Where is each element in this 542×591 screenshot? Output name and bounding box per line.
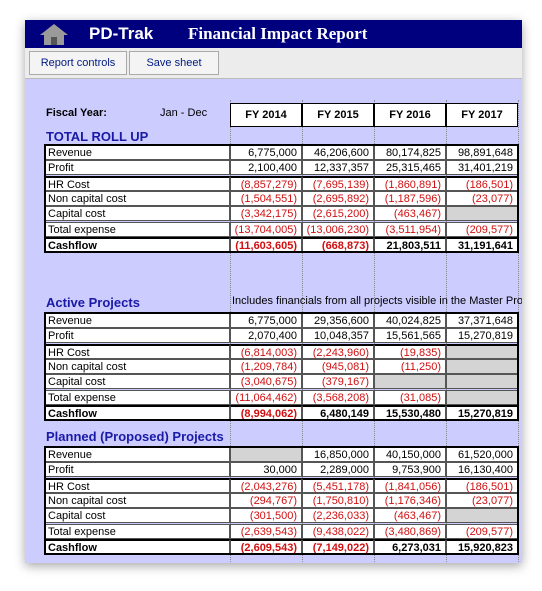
value-cell — [374, 374, 446, 390]
value-cell: (23,077) — [446, 190, 518, 206]
home-icon[interactable] — [39, 22, 69, 46]
row-label: Total expense — [44, 523, 230, 539]
value-cell: (1,841,056) — [374, 477, 446, 493]
section-frame — [44, 312, 519, 422]
value-cell: 15,530,480 — [374, 404, 446, 420]
value-cell: 31,401,219 — [446, 160, 518, 176]
value-cell: (2,639,543) — [230, 523, 302, 539]
value-cell: 10,048,357 — [302, 328, 374, 344]
value-cell: (294,767) — [230, 492, 302, 508]
value-cell: (7,149,022) — [302, 538, 374, 554]
value-cell: (23,077) — [446, 492, 518, 508]
section-title: Active Projects — [46, 295, 140, 310]
value-cell: (1,860,891) — [374, 175, 446, 191]
row-label: Capital cost — [44, 374, 230, 390]
row-label: Profit — [44, 160, 230, 176]
value-cell: 25,315,465 — [374, 160, 446, 176]
section-title: Planned (Proposed) Projects — [46, 429, 224, 444]
value-cell: (1,176,346) — [374, 492, 446, 508]
row-label: Non capital cost — [44, 190, 230, 206]
value-cell: 15,561,565 — [374, 328, 446, 344]
value-cell: 9,753,900 — [374, 462, 446, 478]
value-cell: 46,206,600 — [302, 145, 374, 160]
section-frame — [44, 144, 519, 254]
column-header: FY 2017 — [446, 103, 518, 127]
value-cell: (11,603,605) — [230, 236, 302, 252]
value-cell: (3,040,675) — [230, 374, 302, 390]
row-label: HR Cost — [44, 175, 230, 191]
column-header: FY 2016 — [374, 103, 446, 127]
value-cell: (13,006,230) — [302, 221, 374, 237]
value-cell: (2,615,200) — [302, 206, 374, 222]
title-bar: PD-Trak Financial Impact Report — [25, 20, 522, 48]
row-label: Total expense — [44, 221, 230, 237]
fiscal-year-label: Fiscal Year: — [46, 107, 107, 119]
value-cell: (945,081) — [302, 358, 374, 374]
section-note: Includes financials from all projects vi… — [232, 295, 522, 307]
value-cell: (209,577) — [446, 523, 518, 539]
value-cell: 15,270,819 — [446, 404, 518, 420]
row-label: Non capital cost — [44, 358, 230, 374]
row-label: Profit — [44, 328, 230, 344]
value-cell: (2,609,543) — [230, 538, 302, 554]
value-cell: (2,043,276) — [230, 477, 302, 493]
value-cell: 12,337,357 — [302, 160, 374, 176]
section-title: TOTAL ROLL UP — [46, 129, 149, 144]
section-frame — [44, 446, 519, 556]
value-cell: (19,835) — [374, 343, 446, 359]
value-cell: (11,064,462) — [230, 389, 302, 405]
report-title: Financial Impact Report — [188, 24, 368, 43]
value-cell: (1,187,596) — [374, 190, 446, 206]
value-cell: 2,070,400 — [230, 328, 302, 344]
report-controls-button[interactable]: Report controls — [29, 51, 127, 75]
value-cell: 15,270,819 — [446, 328, 518, 344]
value-cell: 21,803,511 — [374, 236, 446, 252]
value-cell: (186,501) — [446, 477, 518, 493]
value-cell: (3,511,954) — [374, 221, 446, 237]
value-cell: 16,130,400 — [446, 462, 518, 478]
value-cell: 80,174,825 — [374, 145, 446, 160]
value-cell: (2,236,033) — [302, 508, 374, 524]
app-name: PD-Trak — [89, 24, 154, 43]
fiscal-year-range: Jan - Dec — [160, 107, 208, 119]
value-cell: (7,695,139) — [302, 175, 374, 191]
row-label: HR Cost — [44, 477, 230, 493]
value-cell: (6,814,003) — [230, 343, 302, 359]
value-cell: (8,857,279) — [230, 175, 302, 191]
value-cell: (2,695,892) — [302, 190, 374, 206]
value-cell: (1,209,784) — [230, 358, 302, 374]
value-cell: (13,704,005) — [230, 221, 302, 237]
value-cell: 30,000 — [230, 462, 302, 478]
row-label: Non capital cost — [44, 492, 230, 508]
column-header: FY 2014 — [230, 103, 302, 127]
value-cell: 29,356,600 — [302, 313, 374, 328]
value-cell: (1,750,810) — [302, 492, 374, 508]
value-cell: (31,085) — [374, 389, 446, 405]
row-label: Capital cost — [44, 508, 230, 524]
value-cell: 2,100,400 — [230, 160, 302, 176]
value-cell: (301,500) — [230, 508, 302, 524]
value-cell: (463,467) — [374, 508, 446, 524]
value-cell: (209,577) — [446, 221, 518, 237]
column-header: FY 2015 — [302, 103, 374, 127]
row-label: Total expense — [44, 389, 230, 405]
value-cell: (11,250) — [374, 358, 446, 374]
value-cell: (3,568,208) — [302, 389, 374, 405]
save-sheet-button[interactable]: Save sheet — [129, 51, 219, 75]
row-label: HR Cost — [44, 343, 230, 359]
value-cell: (5,451,178) — [302, 477, 374, 493]
toolbar: Report controls Save sheet — [25, 48, 522, 79]
value-cell: (463,467) — [374, 206, 446, 222]
value-cell: (2,243,960) — [302, 343, 374, 359]
value-cell: (379,167) — [302, 374, 374, 390]
value-cell: 2,289,000 — [302, 462, 374, 478]
report-window: PD-Trak Financial Impact Report Report c… — [25, 20, 522, 563]
value-cell: (3,480,869) — [374, 523, 446, 539]
value-cell: (1,504,551) — [230, 190, 302, 206]
value-cell: (3,342,175) — [230, 206, 302, 222]
value-cell: 40,150,000 — [374, 447, 446, 462]
value-cell: (9,438,022) — [302, 523, 374, 539]
